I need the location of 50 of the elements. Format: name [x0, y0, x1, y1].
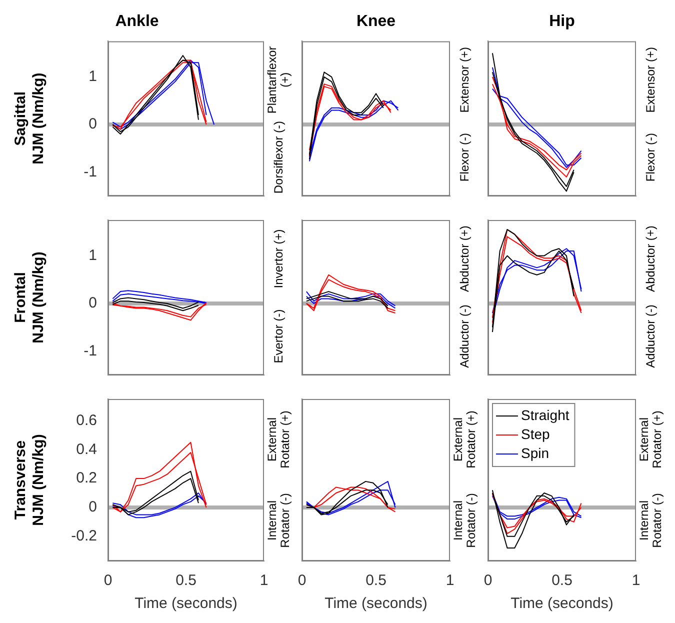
- text: Flexor (-): [457, 132, 472, 182]
- y-tick-label: 0.6: [76, 412, 97, 429]
- text: External Rotator (+): [450, 410, 478, 468]
- y-tick-label: 0.2: [76, 470, 97, 487]
- y-tick-label: 1: [88, 68, 97, 86]
- text: Internal Rotator (-): [264, 493, 292, 548]
- x-axis-title: Time (seconds): [134, 595, 238, 612]
- legend-label: Spin: [521, 444, 550, 461]
- x-tick-label: 0: [484, 572, 492, 590]
- x-tick-label: 0.5: [552, 572, 572, 590]
- y-tick-label: -1: [84, 163, 97, 180]
- x-tick-label: 0.5: [366, 572, 386, 590]
- y-tick-label: 0.4: [76, 440, 97, 458]
- chart-title: Ankle: [115, 13, 159, 30]
- y-tick-label: 0: [88, 116, 97, 133]
- text: Adductor (-): [457, 304, 472, 368]
- y-axis-title: Sagittal NJM (Nm/kg): [12, 72, 48, 164]
- legend-label: Step: [521, 426, 550, 442]
- x-tick-label: 0: [104, 572, 112, 590]
- x-tick-label: 1: [632, 572, 640, 590]
- y-tick-label: -0.2: [71, 528, 97, 545]
- text: Adductor (-): [643, 304, 658, 368]
- text: Internal Rotator (-): [636, 493, 664, 548]
- text: Extensor (+): [457, 47, 472, 113]
- y-tick-label: 0: [88, 294, 97, 312]
- y-tick-label: -1: [84, 342, 97, 360]
- y-axis-title: Transverse NJM (Nm/kg): [12, 434, 48, 526]
- text: Abductor (+): [457, 226, 472, 292]
- text: Flexor (-): [643, 132, 658, 182]
- x-tick-label: 0: [298, 572, 306, 590]
- y-tick-label: 1: [88, 246, 97, 264]
- text: External Rotator (+): [264, 410, 292, 468]
- y-axis-title: Frontal NJM (Nm/kg): [12, 252, 48, 344]
- text: Extensor (+): [643, 47, 658, 113]
- legend-label: Straight: [521, 406, 570, 423]
- text: Evertor (-): [271, 309, 286, 364]
- text: Internal Rotator (-): [450, 493, 478, 548]
- text: Invertor (+): [271, 229, 286, 288]
- y-tick-label: 0: [88, 498, 97, 516]
- x-tick-label: 1: [446, 572, 454, 590]
- x-axis-title: Time (seconds): [324, 595, 428, 612]
- text: Abductor (+): [643, 226, 658, 292]
- x-axis-title: Time (seconds): [510, 595, 614, 612]
- chart-title: Hip: [549, 13, 576, 30]
- chart-title: Knee: [356, 13, 396, 30]
- text: Plantarflexor (+): [264, 46, 292, 114]
- x-tick-label: 0.5: [176, 572, 196, 590]
- x-tick-label: 1: [260, 572, 268, 590]
- text: Dorsiflexor (-): [271, 120, 286, 194]
- text: External Rotator (+): [636, 410, 664, 468]
